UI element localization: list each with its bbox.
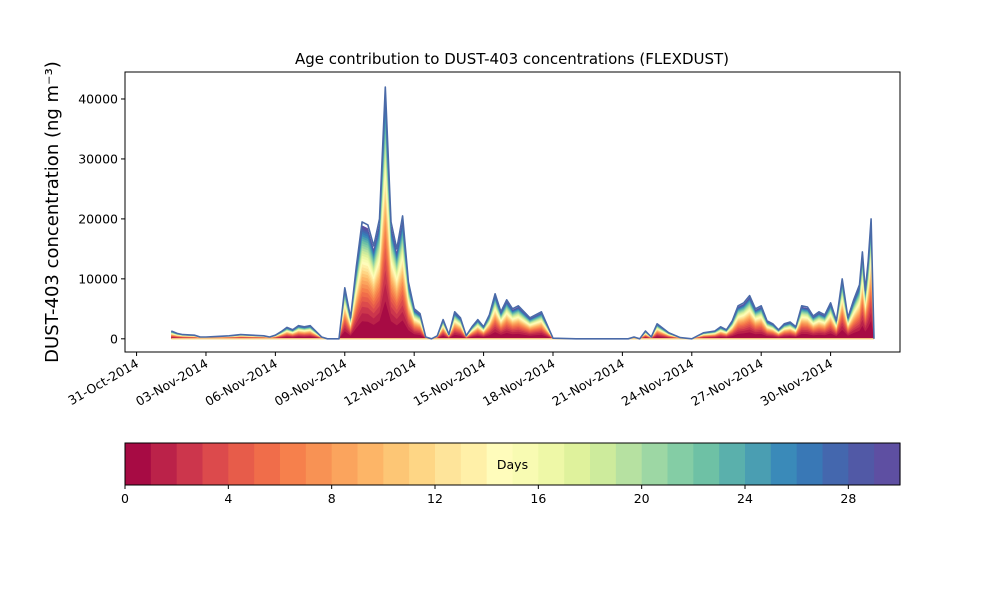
colorbar-swatch — [125, 443, 152, 485]
age-layer-20 — [171, 138, 875, 339]
colorbar-tick-label: 12 — [427, 491, 443, 506]
age-layer-28 — [171, 99, 875, 339]
colorbar-swatch — [357, 443, 384, 485]
age-layer-25 — [171, 113, 875, 339]
colorbar-label: Days — [497, 457, 528, 472]
x-tick-label: 06-Nov-2014 — [202, 356, 280, 409]
colorbar-swatch — [460, 443, 488, 485]
colorbar-swatch — [667, 443, 694, 485]
colorbar-swatch — [409, 443, 436, 485]
x-tick-label: 30-Nov-2014 — [758, 356, 836, 409]
x-tick-label: 12-Nov-2014 — [341, 356, 419, 409]
x-axis-ticks: 31-Oct-201403-Nov-201406-Nov-201409-Nov-… — [65, 352, 835, 409]
x-tick-label: 27-Nov-2014 — [688, 356, 766, 409]
stacked-area-layers — [171, 94, 875, 340]
age-layer-24 — [171, 117, 875, 339]
y-axis-label: DUST-403 concentration (ng m⁻³) — [42, 61, 63, 363]
colorbar-swatch — [254, 443, 281, 485]
chart-title: Age contribution to DUST-403 concentrati… — [295, 50, 729, 68]
colorbar-swatch — [615, 443, 643, 485]
y-axis-ticks: 0 10000 20000 30000 40000 — [78, 91, 125, 346]
colorbar-tick-label: 28 — [840, 491, 856, 506]
colorbar-swatch — [150, 443, 178, 485]
x-tick-label: 21-Nov-2014 — [549, 356, 627, 409]
x-tick-label: 18-Nov-2014 — [480, 356, 558, 409]
y-tick-label: 20000 — [78, 211, 118, 226]
y-tick-label: 10000 — [78, 271, 118, 286]
colorbar-swatch — [305, 443, 333, 485]
colorbar-swatch — [383, 443, 410, 485]
x-tick-label: 24-Nov-2014 — [619, 356, 697, 409]
age-layer-29 — [171, 94, 875, 339]
colorbar-tick-label: 8 — [328, 491, 336, 506]
colorbar-swatch — [280, 443, 307, 485]
age-layer-27 — [171, 103, 875, 339]
age-layer-23 — [171, 122, 875, 339]
y-tick-label: 0 — [110, 331, 118, 346]
colorbar-swatch — [538, 443, 565, 485]
colorbar-tick-label: 4 — [224, 491, 232, 506]
colorbar-swatch — [202, 443, 229, 485]
age-layer-22 — [171, 127, 875, 339]
y-tick-label: 30000 — [78, 151, 118, 166]
colorbar-swatch — [176, 443, 204, 485]
colorbar-swatch — [693, 443, 720, 485]
colorbar-swatch — [745, 443, 772, 485]
age-layer-21 — [171, 132, 875, 339]
x-tick-label: 31-Oct-2014 — [65, 356, 141, 408]
colorbar-swatch — [564, 443, 591, 485]
x-tick-label: 09-Nov-2014 — [272, 356, 350, 409]
age-layer-0 — [171, 301, 875, 339]
x-tick-label: 15-Nov-2014 — [411, 356, 489, 409]
colorbar-swatch — [770, 443, 798, 485]
colorbar-swatch — [486, 443, 514, 485]
x-tick-label: 03-Nov-2014 — [133, 356, 211, 409]
colorbar-swatch — [796, 443, 824, 485]
colorbar-swatch — [822, 443, 849, 485]
colorbar-swatch — [874, 443, 901, 485]
colorbar-swatch — [228, 443, 255, 485]
age-layer-26 — [171, 108, 875, 339]
colorbar-tick-label: 16 — [530, 491, 546, 506]
colorbar-tick-label: 20 — [634, 491, 650, 506]
y-tick-label: 40000 — [78, 91, 118, 106]
total-line-layer — [170, 86, 875, 340]
colorbar-swatch — [590, 443, 617, 485]
colorbar-frame — [124, 442, 901, 486]
colorbar-swatch — [435, 443, 462, 485]
plot-frame — [124, 71, 901, 353]
colorbar-swatch — [848, 443, 875, 485]
colorbar: Days 0 4 8 12 16 20 24 28 — [121, 442, 901, 506]
colorbar-tick-label: 0 — [121, 491, 129, 506]
age-layer-1 — [171, 283, 875, 339]
colorbar-swatch — [331, 443, 359, 485]
colorbar-swatch — [512, 443, 539, 485]
colorbar-tick-label: 24 — [737, 491, 753, 506]
colorbar-swatch — [719, 443, 746, 485]
colorbar-swatch — [641, 443, 669, 485]
total-concentration-line — [170, 86, 875, 340]
